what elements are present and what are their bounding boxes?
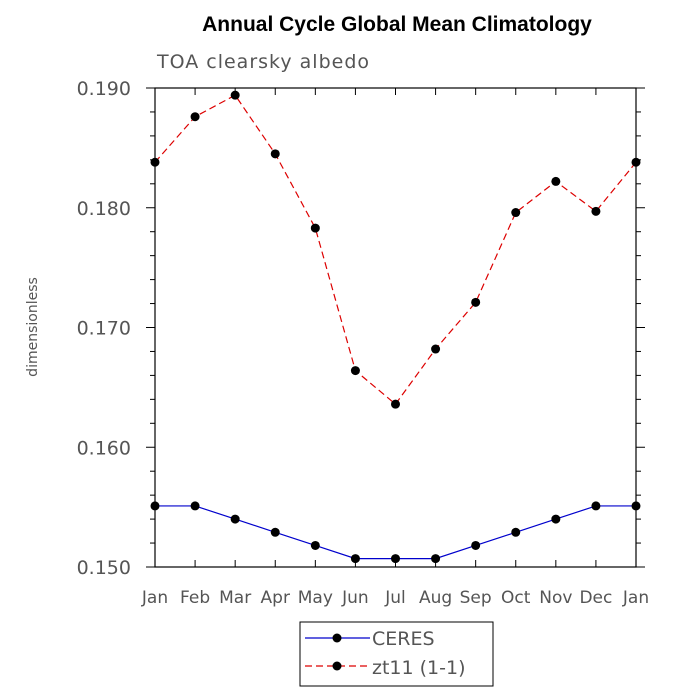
chart-subtitle: TOA clearsky albedo: [156, 51, 370, 73]
chart-title: Annual Cycle Global Mean Climatology: [202, 13, 592, 36]
data-point-zt11: [511, 208, 521, 218]
data-point-zt11: [551, 176, 561, 186]
y-tick-label: 0.160: [77, 437, 131, 459]
x-tick-label: Apr: [261, 588, 290, 608]
y-tick-label: 0.180: [77, 198, 131, 220]
data-point-ceres: [391, 554, 400, 564]
y-tick-label: 0.150: [77, 557, 131, 579]
data-point-zt11: [150, 157, 160, 167]
data-point-zt11: [431, 344, 441, 354]
x-tick-label: Jul: [384, 588, 406, 608]
legend-box: [299, 621, 494, 687]
data-point-ceres: [511, 527, 521, 537]
x-tick-label: Sep: [460, 588, 492, 608]
x-tick-label: Feb: [180, 588, 210, 608]
series-line-zt11: [154, 94, 637, 406]
data-point-ceres: [190, 501, 200, 511]
x-tick-label: Nov: [539, 588, 572, 608]
x-tick-label: Jan: [622, 588, 649, 608]
data-point-ceres: [350, 554, 360, 564]
y-axis-label: dimensionless: [25, 277, 41, 377]
plot-frame: [154, 87, 637, 568]
data-point-zt11: [471, 297, 481, 307]
data-point-zt11: [631, 157, 641, 167]
data-point-ceres: [310, 540, 320, 550]
legend-marker-zt11: [332, 661, 342, 671]
data-point-zt11: [310, 223, 320, 233]
legend: CERES zt11 (1-1): [299, 621, 494, 687]
data-point-zt11: [190, 112, 200, 122]
data-point-zt11: [350, 366, 360, 376]
x-tick-label: Mar: [219, 588, 251, 608]
legend-marker-ceres: [332, 633, 342, 643]
x-tick-label: Oct: [501, 588, 531, 608]
data-point-ceres: [150, 501, 160, 511]
x-tick-label: Jun: [341, 588, 369, 608]
data-point-zt11: [230, 90, 240, 100]
data-point-zt11: [591, 206, 601, 216]
data-point-zt11: [391, 399, 400, 409]
data-point-ceres: [270, 527, 280, 537]
data-point-ceres: [431, 554, 441, 564]
data-point-ceres: [631, 501, 641, 511]
y-tick-label: 0.170: [77, 318, 131, 340]
x-tick-label: Aug: [419, 588, 452, 608]
plot-area: Jan Feb Mar Apr May Jun Jul Aug Sep Oct Nov Dec Jan 0…: [77, 78, 650, 608]
data-point-ceres: [471, 540, 481, 550]
series-line-ceres: [155, 505, 636, 560]
data-point-ceres: [551, 514, 561, 524]
x-tick-label: Dec: [579, 588, 612, 608]
y-tick-label: 0.190: [77, 78, 131, 100]
data-point-ceres: [230, 514, 240, 524]
legend-label-zt11: zt11 (1-1): [372, 657, 466, 679]
data-point-zt11: [270, 149, 280, 159]
x-tick-label: Jan: [141, 588, 168, 608]
x-tick-label: May: [298, 588, 333, 608]
legend-label-ceres: CERES: [372, 628, 435, 650]
data-point-ceres: [591, 501, 601, 511]
